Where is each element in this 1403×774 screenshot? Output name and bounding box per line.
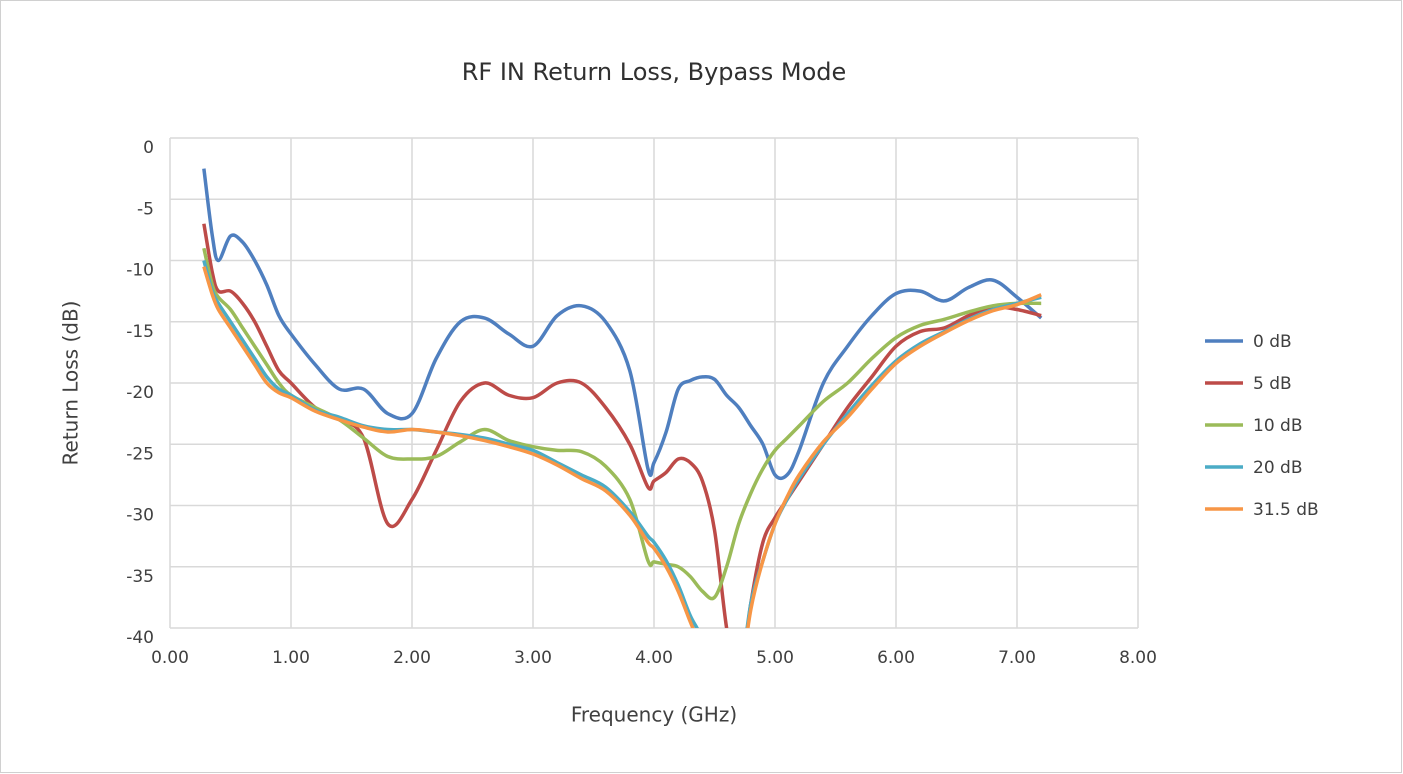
x-axis-label: Frequency (GHz) xyxy=(571,703,737,727)
x-tick-label: 2.00 xyxy=(393,648,431,668)
y-tick-label: -30 xyxy=(126,506,154,526)
legend-label: 10 dB xyxy=(1253,416,1303,436)
legend-label: 31.5 dB xyxy=(1253,500,1319,520)
y-tick-label: 0 xyxy=(143,138,154,158)
legend-label: 20 dB xyxy=(1253,458,1303,478)
legend: 0 dB 5 dB 10 dB 20 dB 31.5 dB xyxy=(1205,332,1319,520)
y-tick-label: -5 xyxy=(137,199,154,219)
y-tick-label: -20 xyxy=(126,383,154,403)
data-line xyxy=(202,266,1042,628)
legend-label: 0 dB xyxy=(1253,332,1292,352)
y-tick-label: -10 xyxy=(126,261,154,281)
legend-label: 5 dB xyxy=(1253,374,1292,394)
x-tick-label: 5.00 xyxy=(756,648,794,668)
y-tick-label: -40 xyxy=(126,628,154,648)
x-tick-label: 0.00 xyxy=(151,648,189,668)
plot-lines xyxy=(202,168,1043,628)
x-tick-label: 4.00 xyxy=(635,648,673,668)
x-tick-label: 1.00 xyxy=(272,648,310,668)
x-tick-label: 7.00 xyxy=(998,648,1036,668)
y-tick-label: -35 xyxy=(126,567,154,587)
chart-title: RF IN Return Loss, Bypass Mode xyxy=(462,58,847,86)
x-tick-label: 3.00 xyxy=(514,648,552,668)
data-line xyxy=(202,168,1043,481)
y-tick-label: -15 xyxy=(126,322,154,342)
y-axis-label: Return Loss (dB) xyxy=(59,301,83,466)
x-tick-label: 8.00 xyxy=(1119,648,1157,668)
data-line xyxy=(202,260,1042,628)
data-line xyxy=(202,223,1042,628)
y-tick-label: -25 xyxy=(126,444,154,464)
x-tick-label: 6.00 xyxy=(877,648,915,668)
